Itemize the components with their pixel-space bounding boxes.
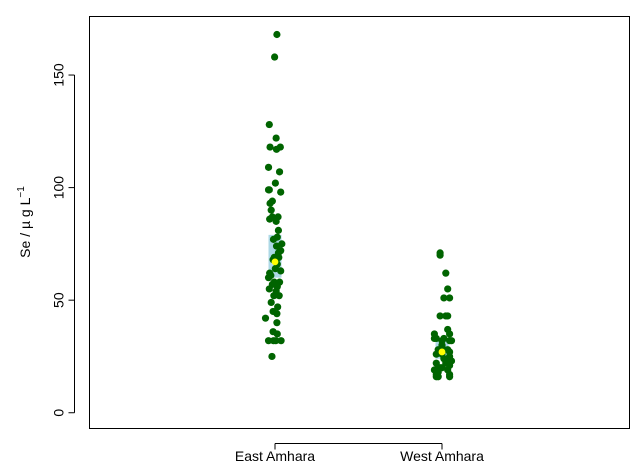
- data-point: [444, 312, 452, 320]
- data-point: [267, 298, 275, 307]
- data-point: [444, 285, 452, 293]
- data-point: [274, 226, 283, 234]
- data-point: [265, 186, 273, 194]
- data-point: [432, 350, 440, 358]
- data-point: [264, 337, 273, 345]
- data-point: [272, 337, 280, 345]
- x-tick-label: West Amhara: [400, 448, 484, 461]
- data-point: [442, 269, 450, 277]
- data-point: [277, 267, 285, 275]
- y-tick-label: 0: [51, 409, 67, 417]
- data-point: [436, 251, 444, 259]
- y-axis-title-text: Se / µ g L: [17, 197, 33, 257]
- data-point: [430, 334, 438, 343]
- data-point: [446, 294, 454, 302]
- point-layer: [261, 30, 456, 381]
- data-point: [268, 352, 276, 361]
- data-point: [266, 143, 274, 151]
- plot-frame: [89, 16, 630, 429]
- data-point: [275, 292, 283, 300]
- median-marker: [438, 348, 446, 356]
- data-point: [275, 168, 284, 176]
- y-tick-label: 100: [51, 176, 67, 200]
- y-axis-title-superscript: −1: [16, 186, 27, 198]
- data-point: [264, 163, 273, 171]
- data-point: [266, 215, 274, 223]
- y-axis-title: Se / µ g L−1: [16, 186, 33, 258]
- data-point: [272, 242, 281, 250]
- data-point: [272, 134, 280, 142]
- data-point: [432, 373, 440, 381]
- data-point: [270, 292, 278, 300]
- data-point: [265, 120, 273, 129]
- data-point: [273, 30, 281, 39]
- y-axis: 0 50 100 150: [51, 63, 75, 417]
- data-point: [440, 294, 448, 302]
- data-point: [261, 314, 270, 322]
- data-point: [447, 337, 456, 345]
- data-point: [265, 285, 273, 293]
- data-point: [272, 217, 280, 225]
- data-point: [267, 206, 275, 214]
- data-point: [273, 310, 281, 318]
- data-point: [271, 53, 279, 61]
- data-point: [264, 274, 273, 282]
- y-tick-label: 50: [51, 292, 67, 308]
- data-point: [273, 233, 281, 241]
- data-point: [273, 330, 281, 338]
- data-point: [272, 145, 281, 153]
- data-point: [446, 373, 454, 381]
- data-point: [446, 330, 454, 338]
- data-point: [274, 303, 282, 311]
- data-point: [277, 337, 285, 345]
- data-point: [271, 179, 279, 187]
- data-point: [436, 312, 444, 320]
- y-tick-label: 150: [51, 63, 67, 87]
- x-tick-label: East Amhara: [235, 448, 315, 461]
- data-point: [273, 319, 281, 327]
- data-point: [266, 199, 274, 207]
- data-point: [277, 188, 285, 196]
- x-axis: East Amhara West Amhara: [235, 443, 484, 461]
- median-marker: [271, 258, 279, 266]
- box-layer: [268, 234, 449, 359]
